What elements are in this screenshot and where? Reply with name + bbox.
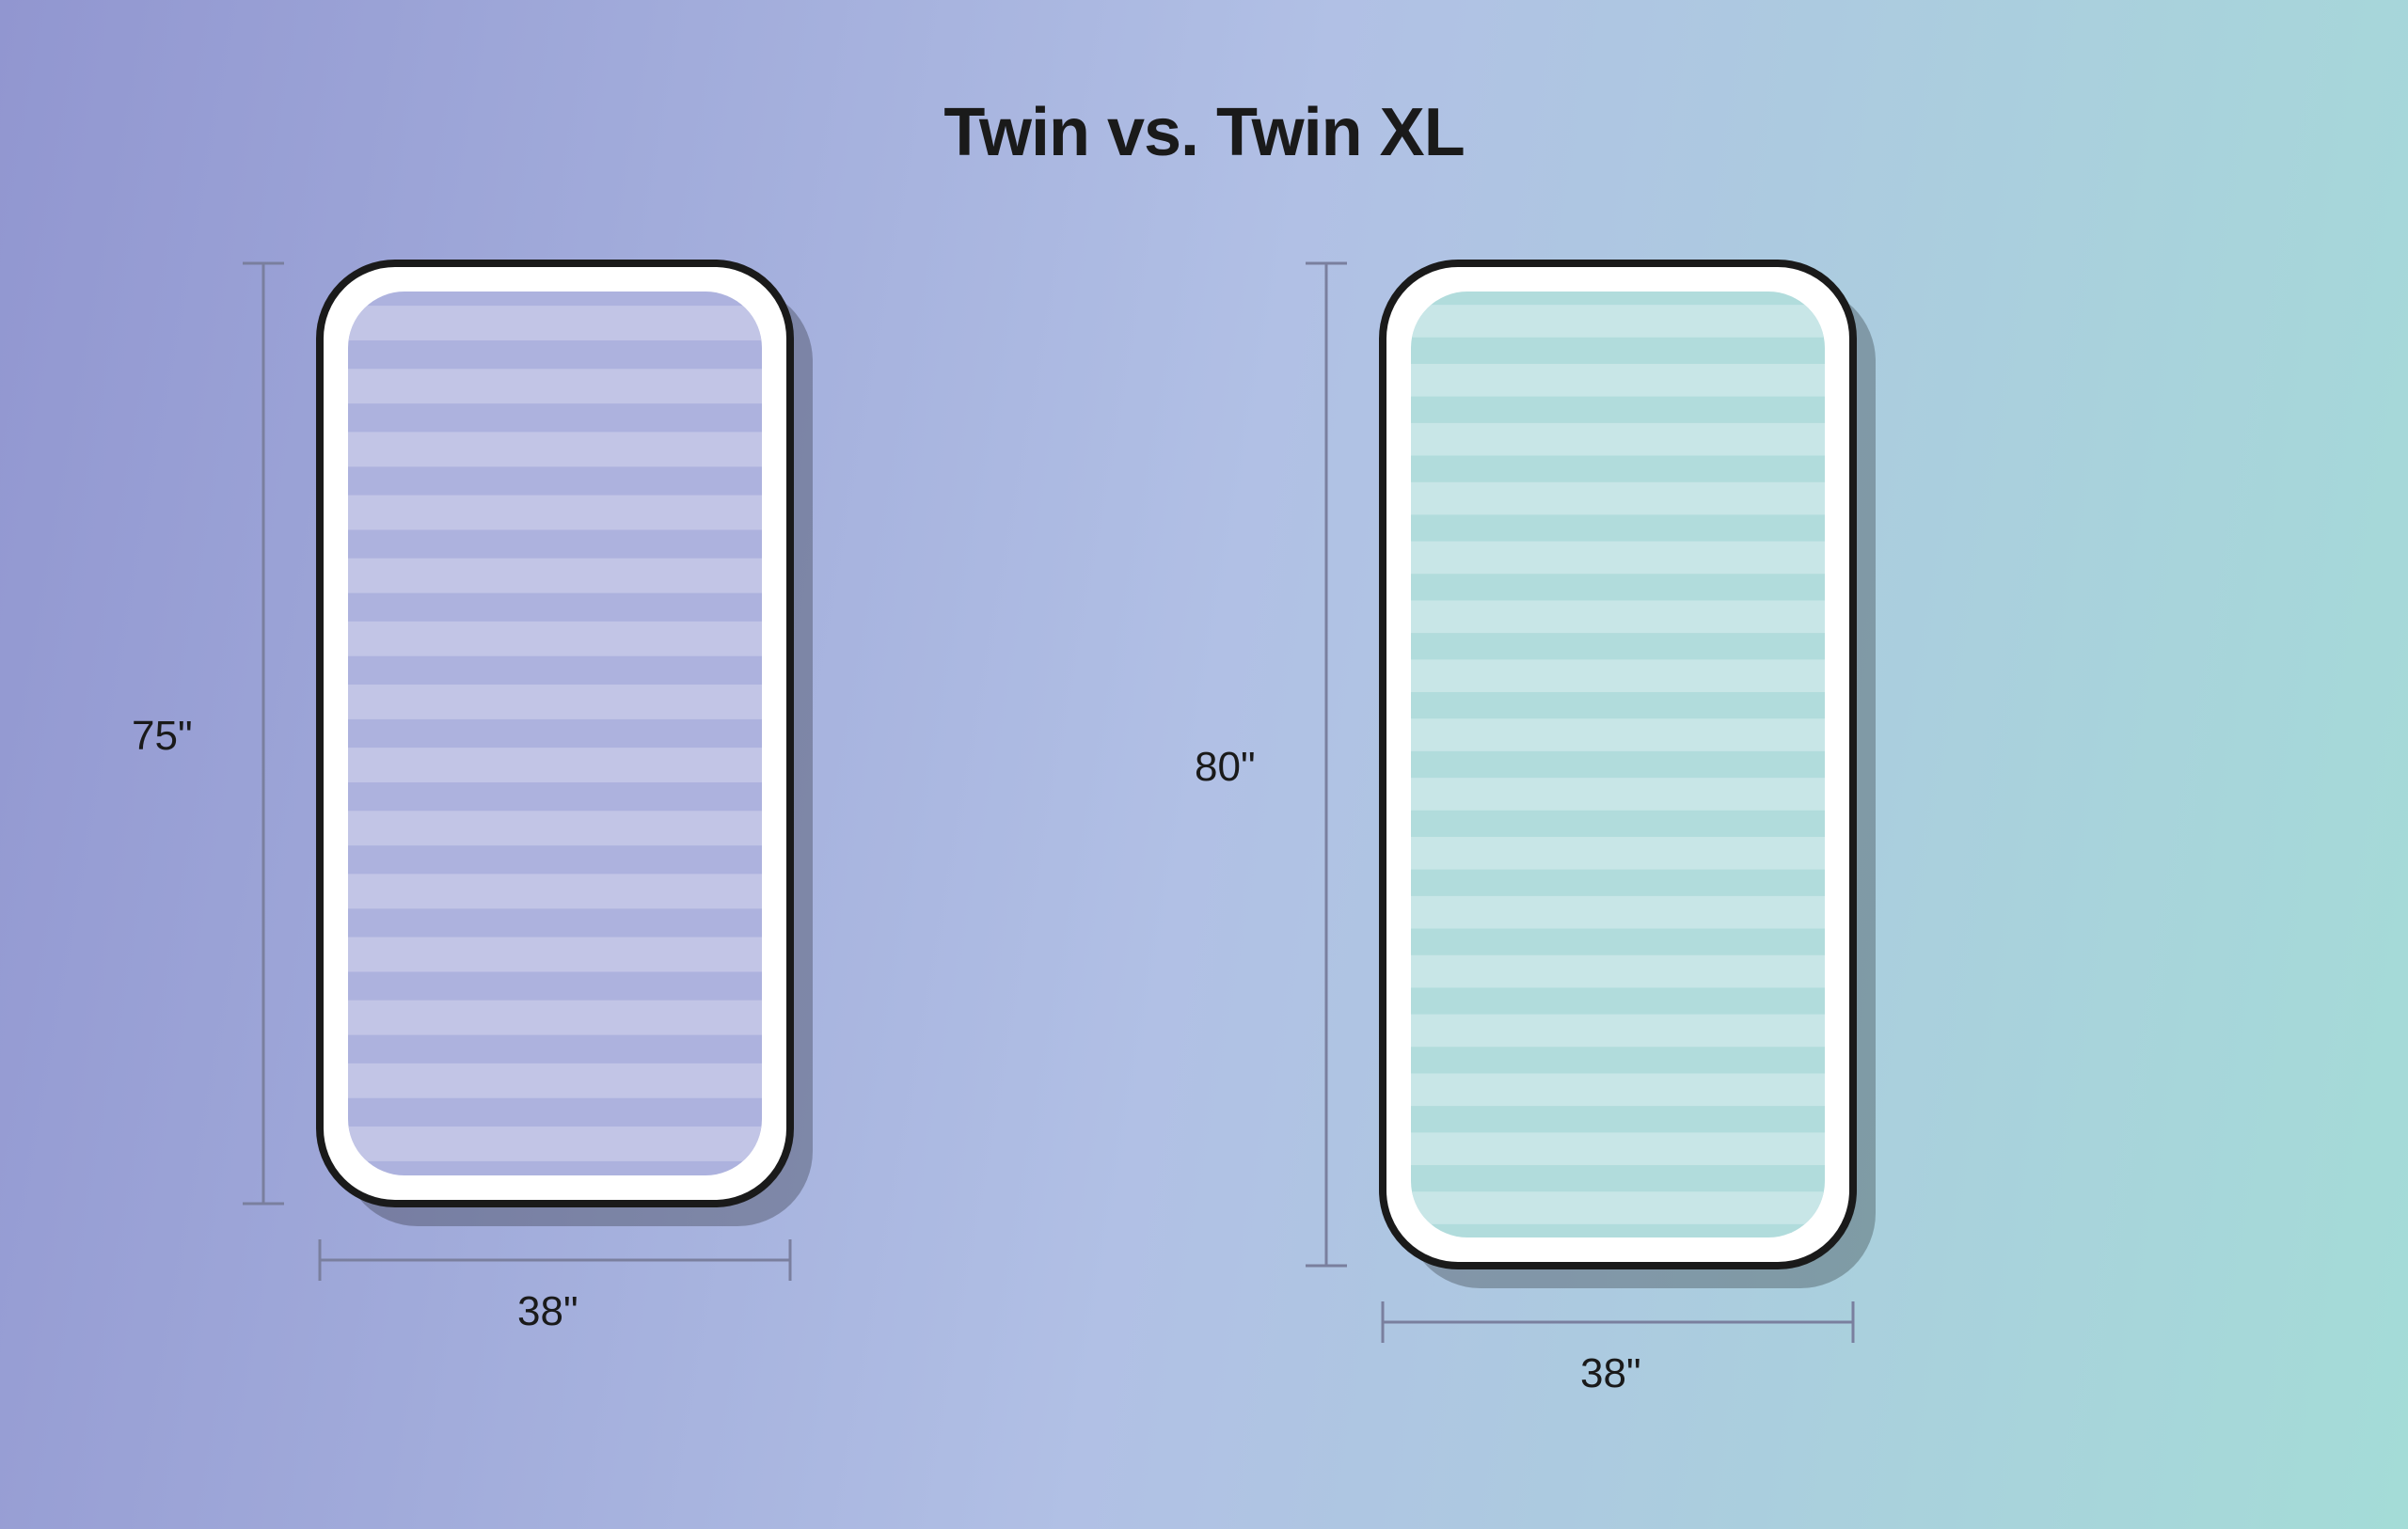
twin-xl-width-label: 38" [1580, 1350, 1641, 1397]
twin-width-label: 38" [517, 1288, 578, 1335]
twin-mattress-diagram [150, 94, 959, 1373]
twin-xl-height-label: 80" [1195, 744, 1256, 791]
twin-height-label: 75" [132, 713, 193, 760]
twin-xl-mattress-diagram [1213, 94, 2022, 1435]
